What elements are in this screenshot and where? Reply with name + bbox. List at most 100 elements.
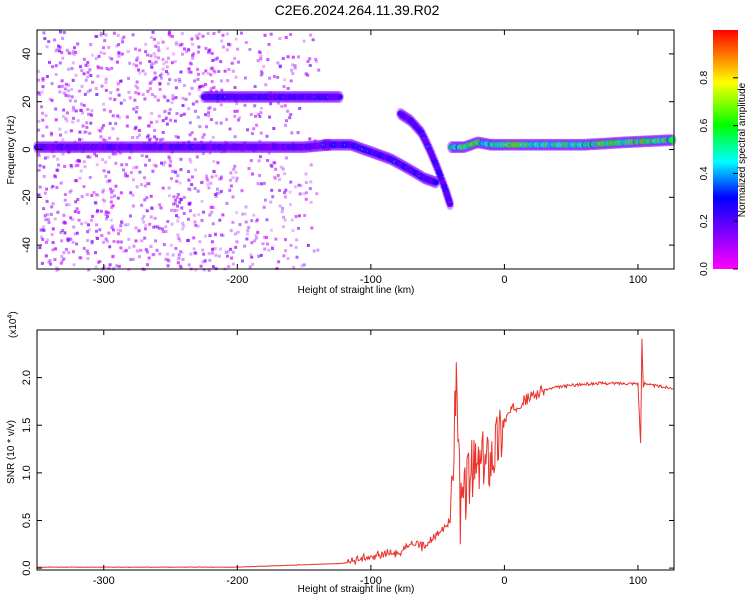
noise-pixel [62,257,66,261]
noise-pixel [178,200,182,204]
noise-pixel [217,30,221,34]
noise-pixel [225,32,229,36]
noise-pixel [102,124,105,128]
noise-pixel [103,169,107,173]
noise-pixel [266,159,270,162]
snr-y-multiplier-close: ) [8,311,19,314]
noise-pixel [91,53,95,57]
spectrogram-y-ticks: -40 -20 0 20 40 [21,48,674,253]
noise-pixel [45,125,49,129]
noise-pixel [149,194,153,198]
noise-pixel [114,152,118,156]
noise-pixel [173,169,177,173]
noise-pixel [178,181,182,185]
noise-pixel [176,261,180,265]
colorbar-label: Normalized spectral amplitude [737,82,748,217]
noise-pixel [111,224,115,228]
noise-pixel [219,60,223,64]
noise-pixel [174,135,178,138]
noise-pixel [289,243,293,247]
noise-pixel [62,251,66,255]
noise-pixel [177,77,181,81]
noise-pixel [295,255,299,259]
noise-pixel [71,78,75,82]
noise-pixel [164,117,168,121]
noise-pixel [226,79,230,83]
noise-pixel [176,193,180,196]
noise-pixel [217,254,221,258]
noise-pixel [244,220,248,224]
noise-pixel [243,141,247,145]
noise-pixel [165,122,169,126]
noise-pixel [110,190,114,194]
noise-pixel [60,51,64,54]
noise-pixel [161,58,165,62]
noise-pixel [87,112,91,116]
noise-pixel [95,229,98,233]
noise-pixel [282,254,286,258]
noise-pixel [173,119,177,123]
noise-pixel [310,226,314,230]
noise-pixel [293,66,297,70]
noise-pixel [86,107,90,111]
noise-pixel [60,84,64,88]
noise-pixel [149,35,153,39]
noise-pixel [62,221,65,225]
noise-pixel [41,134,45,138]
noise-pixel [195,100,199,103]
noise-pixel [219,175,223,179]
noise-pixel [220,39,224,43]
noise-pixel [57,44,60,48]
noise-pixel [191,175,194,179]
noise-pixel [128,96,132,100]
noise-pixel [153,95,157,99]
noise-pixel [162,94,166,98]
noise-pixel [142,214,146,218]
noise-pixel [316,248,320,252]
noise-pixel [256,59,260,63]
noise-pixel [44,114,48,118]
spectrogram-heat-layer [33,30,677,272]
noise-pixel [108,155,112,159]
chart-title: C2E6.2024.264.11.39.R02 [275,2,440,18]
noise-pixel [40,261,44,265]
noise-pixel [112,240,116,243]
noise-pixel [51,202,55,206]
noise-pixel [143,198,147,202]
noise-pixel [234,75,238,79]
noise-pixel [227,68,231,71]
noise-pixel [260,70,264,74]
noise-pixel [44,218,48,222]
noise-pixel [123,98,126,102]
noise-pixel [121,37,124,41]
noise-pixel [150,80,154,84]
noise-pixel [54,247,58,251]
noise-pixel [206,183,210,186]
noise-pixel [41,237,45,241]
noise-pixel [87,268,91,272]
noise-pixel [90,194,94,197]
noise-pixel [116,196,120,200]
noise-pixel [57,49,61,53]
noise-pixel [289,113,293,117]
noise-pixel [132,178,135,182]
noise-pixel [116,82,120,86]
noise-pixel [128,61,132,65]
noise-pixel [126,50,130,54]
noise-pixel [204,113,208,117]
noise-pixel [271,247,274,250]
noise-pixel [226,254,229,258]
noise-pixel [70,67,74,70]
noise-pixel [65,111,69,115]
noise-pixel [260,106,263,110]
noise-pixel [140,183,143,187]
noise-pixel [160,76,163,80]
noise-pixel [94,87,98,90]
noise-pixel [108,263,112,267]
noise-pixel [262,205,266,209]
noise-pixel [94,251,97,255]
noise-pixel [129,258,133,261]
noise-pixel [206,71,210,75]
noise-pixel [116,228,120,232]
noise-pixel [152,37,156,41]
